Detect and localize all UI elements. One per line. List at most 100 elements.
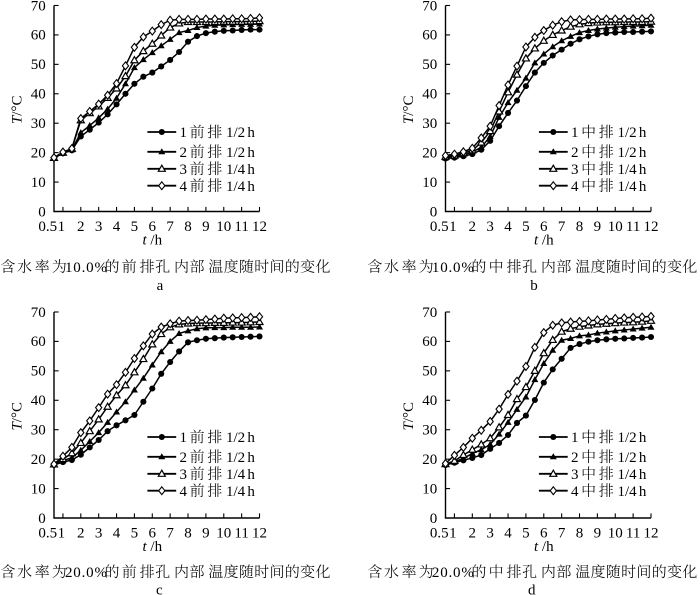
svg-text:4: 4 <box>571 179 579 195</box>
svg-text:h: h <box>639 467 647 483</box>
svg-text:1/2: 1/2 <box>226 145 245 161</box>
svg-text:20: 20 <box>422 452 437 468</box>
svg-text:T/°C: T/°C <box>10 96 26 125</box>
svg-text:h: h <box>639 484 647 500</box>
svg-text:40: 40 <box>422 87 437 103</box>
svg-text:1/2: 1/2 <box>226 450 245 466</box>
svg-text:0: 0 <box>430 511 438 527</box>
svg-text:2: 2 <box>180 145 188 161</box>
svg-text:0: 0 <box>38 511 46 527</box>
svg-text:4: 4 <box>504 219 512 235</box>
svg-text:11: 11 <box>626 525 640 541</box>
svg-text:10: 10 <box>608 219 623 235</box>
svg-text:1: 1 <box>449 525 457 541</box>
svg-text:5: 5 <box>522 525 530 541</box>
svg-text:1/2: 1/2 <box>226 430 245 446</box>
svg-text:4: 4 <box>180 179 188 195</box>
svg-text:1: 1 <box>449 219 457 235</box>
svg-text:4: 4 <box>113 219 121 235</box>
svg-text:7: 7 <box>558 525 566 541</box>
svg-text:1/4: 1/4 <box>618 467 638 483</box>
svg-text:7: 7 <box>558 219 566 235</box>
svg-text:1/2: 1/2 <box>618 125 637 141</box>
svg-text:1/4: 1/4 <box>618 484 638 500</box>
svg-text:1/4: 1/4 <box>226 467 246 483</box>
svg-text:h: h <box>247 467 255 483</box>
svg-text:1/4: 1/4 <box>618 162 638 178</box>
svg-text:2: 2 <box>77 525 85 541</box>
svg-text:30: 30 <box>31 423 46 439</box>
svg-text:9: 9 <box>594 219 602 235</box>
svg-text:0: 0 <box>38 204 46 220</box>
svg-text:50: 50 <box>422 57 437 73</box>
svg-text:6: 6 <box>540 219 548 235</box>
svg-text:t /h: t /h <box>143 232 163 248</box>
svg-text:h: h <box>639 125 647 141</box>
svg-text:1/4: 1/4 <box>618 179 638 195</box>
svg-text:10: 10 <box>216 219 231 235</box>
svg-text:t /h: t /h <box>143 539 163 555</box>
svg-text:c: c <box>156 582 163 595</box>
svg-text:2: 2 <box>469 525 477 541</box>
svg-text:0: 0 <box>430 204 438 220</box>
svg-text:12: 12 <box>644 219 659 235</box>
svg-text:0.5: 0.5 <box>430 219 449 235</box>
svg-text:h: h <box>247 145 255 161</box>
svg-text:7: 7 <box>166 525 174 541</box>
svg-text:0.5: 0.5 <box>430 525 449 541</box>
svg-text:40: 40 <box>31 87 46 103</box>
svg-text:20: 20 <box>422 145 437 161</box>
svg-text:10: 10 <box>422 481 437 497</box>
svg-text:10: 10 <box>31 175 46 191</box>
svg-text:h: h <box>247 162 255 178</box>
svg-text:20: 20 <box>31 145 46 161</box>
svg-text:b: b <box>530 278 538 294</box>
svg-text:8: 8 <box>184 219 192 235</box>
svg-text:0.5: 0.5 <box>38 219 57 235</box>
svg-text:h: h <box>247 179 255 195</box>
svg-text:5: 5 <box>131 219 139 235</box>
svg-text:2: 2 <box>77 219 85 235</box>
svg-text:10.0%: 10.0% <box>65 260 108 276</box>
svg-text:3: 3 <box>571 467 579 483</box>
svg-text:20: 20 <box>31 452 46 468</box>
svg-text:12: 12 <box>644 525 659 541</box>
svg-text:h: h <box>639 179 647 195</box>
svg-text:1: 1 <box>58 219 66 235</box>
svg-text:10: 10 <box>608 525 623 541</box>
svg-text:30: 30 <box>422 423 437 439</box>
svg-text:50: 50 <box>31 364 46 380</box>
svg-text:12: 12 <box>252 525 267 541</box>
svg-text:30: 30 <box>422 116 437 132</box>
svg-text:3: 3 <box>180 162 188 178</box>
svg-text:1/2: 1/2 <box>618 450 637 466</box>
svg-text:6: 6 <box>149 219 157 235</box>
svg-text:2: 2 <box>469 219 477 235</box>
svg-text:2: 2 <box>180 450 188 466</box>
svg-text:50: 50 <box>422 364 437 380</box>
svg-text:T/°C: T/°C <box>401 402 417 431</box>
svg-text:1: 1 <box>180 125 188 141</box>
svg-text:1/2: 1/2 <box>618 145 637 161</box>
svg-text:11: 11 <box>234 525 248 541</box>
svg-text:8: 8 <box>576 219 584 235</box>
svg-text:5: 5 <box>131 525 139 541</box>
svg-text:30: 30 <box>31 116 46 132</box>
svg-text:10: 10 <box>422 175 437 191</box>
svg-text:70: 70 <box>31 305 46 321</box>
svg-text:6: 6 <box>540 525 548 541</box>
svg-text:3: 3 <box>486 525 494 541</box>
svg-text:1: 1 <box>58 525 66 541</box>
svg-text:50: 50 <box>31 57 46 73</box>
svg-text:3: 3 <box>95 525 103 541</box>
svg-text:h: h <box>639 145 647 161</box>
svg-text:0.5: 0.5 <box>38 525 57 541</box>
svg-text:a: a <box>157 278 164 294</box>
svg-text:10.0%: 10.0% <box>432 260 475 276</box>
svg-text:h: h <box>639 162 647 178</box>
svg-text:10: 10 <box>216 525 231 541</box>
svg-text:9: 9 <box>594 525 602 541</box>
svg-text:9: 9 <box>202 525 210 541</box>
svg-text:1/4: 1/4 <box>226 179 246 195</box>
svg-text:60: 60 <box>422 28 437 44</box>
